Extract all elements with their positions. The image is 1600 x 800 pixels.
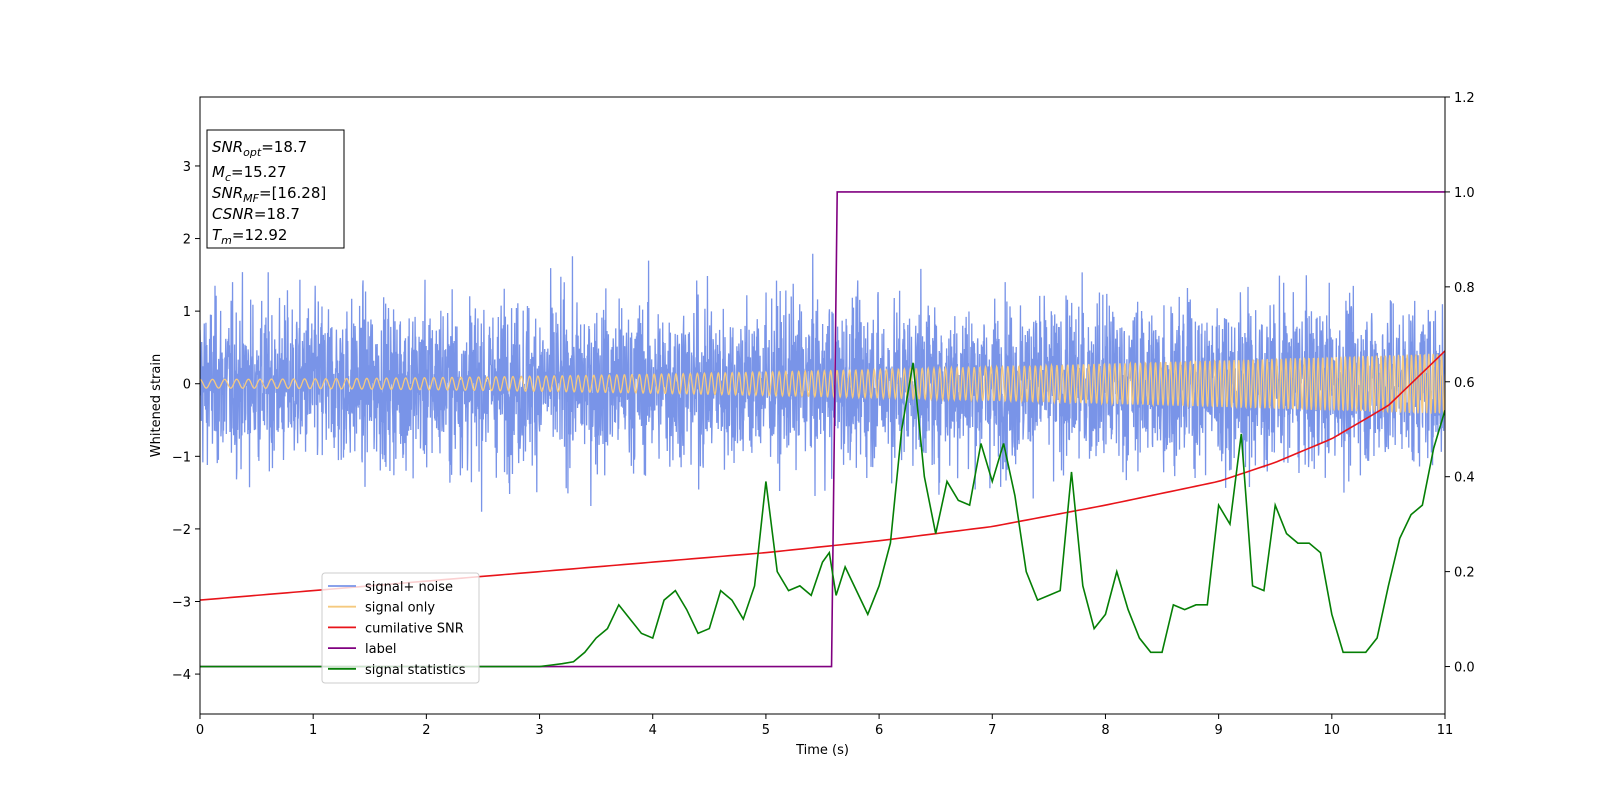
y-right-tick-label: 1.2 <box>1454 91 1475 106</box>
y-right-tick-label: 0.8 <box>1454 281 1475 296</box>
y-left-tick-label: −4 <box>172 668 191 683</box>
info-box: SNRopt=18.7 Mc=15.27SNRMF=[16.28]CSNR=18.… <box>206 129 345 249</box>
y-left-tick-label: −1 <box>172 450 191 465</box>
x-tick-label: 10 <box>1324 723 1341 738</box>
x-tick-label: 5 <box>762 723 770 738</box>
x-axis-label: Time (s) <box>795 743 849 758</box>
y-left-tick-label: 0 <box>183 378 191 393</box>
x-tick-label: 9 <box>1214 723 1222 738</box>
y-right-tick-label: 0.6 <box>1454 376 1475 391</box>
y-axis-left: −4 −3 −2 −1 0 1 2 3 <box>172 160 200 683</box>
legend-entry: cumilative SNR <box>365 621 464 636</box>
y-right-tick-label: 0.0 <box>1454 661 1475 676</box>
info-line: CSNR=18.7 <box>212 205 300 223</box>
legend-entry: signal+ noise <box>365 580 453 595</box>
x-tick-label: 2 <box>422 723 430 738</box>
x-tick-label: 3 <box>535 723 543 738</box>
y-axis-right: 0.0 0.2 0.4 0.6 0.8 1.0 1.2 <box>1445 91 1475 676</box>
y-left-tick-label: −3 <box>172 595 191 610</box>
legend-entry: signal statistics <box>365 663 466 678</box>
y-left-tick-label: −2 <box>172 523 191 538</box>
y-right-tick-label: 1.0 <box>1454 186 1475 201</box>
info-line: Mc=15.27 <box>212 163 287 184</box>
legend-entry: signal only <box>365 601 435 616</box>
plot-frame <box>199 96 1446 715</box>
y-right-tick-label: 0.2 <box>1454 566 1475 581</box>
x-tick-label: 11 <box>1437 723 1454 738</box>
legend-entry: label <box>365 642 396 657</box>
x-tick-label: 8 <box>1101 723 1109 738</box>
series-signal-statistics-line <box>200 362 1445 668</box>
y-left-tick-label: 3 <box>183 160 191 175</box>
info-box-frame <box>206 129 345 249</box>
info-line: SNRopt=18.7 <box>212 138 307 159</box>
y-left-tick-label: 2 <box>183 233 191 248</box>
series-signal-noise-line <box>200 253 1445 512</box>
y-axis-label: Whitened strain <box>149 354 164 457</box>
x-axis: 0 1 2 3 4 5 6 7 8 9 10 11 <box>196 714 1453 738</box>
series-signal-only-line <box>200 353 1445 415</box>
x-tick-label: 0 <box>196 723 204 738</box>
y-right-tick-label: 0.4 <box>1454 471 1475 486</box>
y-left-tick-label: 1 <box>183 305 191 320</box>
x-tick-label: 7 <box>988 723 996 738</box>
legend: signal+ noise signal only cumilative SNR la… <box>321 572 480 684</box>
info-line: SNRMF=[16.28] <box>212 184 326 205</box>
info-line: Tm=12.92 <box>212 226 287 247</box>
x-tick-label: 4 <box>649 723 657 738</box>
x-tick-label: 1 <box>309 723 317 738</box>
x-tick-label: 6 <box>875 723 883 738</box>
legend-frame <box>321 572 480 684</box>
